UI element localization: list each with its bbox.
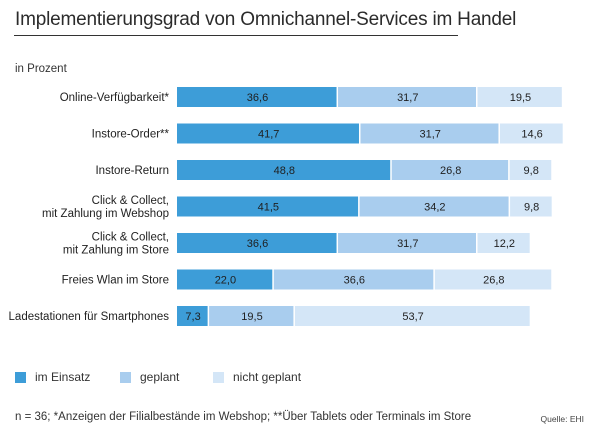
bar-segment xyxy=(177,306,208,326)
bar-segment xyxy=(177,87,337,107)
bar-segment xyxy=(177,196,359,217)
legend-swatch-nicht-geplant xyxy=(213,371,224,383)
data-label: 7,3 xyxy=(185,311,200,323)
title-underline xyxy=(14,35,458,36)
legend-label-im-einsatz: im Einsatz xyxy=(35,370,91,384)
bar-segment xyxy=(434,269,552,290)
data-label: 41,5 xyxy=(258,202,279,214)
bar-segment xyxy=(294,306,530,326)
data-label: 19,5 xyxy=(510,92,531,104)
data-label: 53,7 xyxy=(402,311,423,323)
unit-note: in Prozent xyxy=(15,63,67,75)
bar-segment xyxy=(177,123,359,144)
bar-segment xyxy=(391,160,509,180)
legend-label-geplant: geplant xyxy=(140,370,180,384)
data-label: 36,6 xyxy=(247,92,268,104)
bar-segment xyxy=(359,196,509,217)
data-label: 48,8 xyxy=(274,165,295,177)
data-label: 36,6 xyxy=(344,275,365,287)
bar-segment xyxy=(477,233,530,253)
source-note: Quelle: EHI xyxy=(540,414,584,424)
data-label: 41,7 xyxy=(258,129,279,141)
data-label: 22,0 xyxy=(215,275,236,287)
legend-item-nicht-geplant: nicht geplant xyxy=(213,370,301,384)
bar-segment xyxy=(477,87,562,107)
bar-segment xyxy=(177,160,391,180)
bar-segment xyxy=(338,233,477,253)
bar-segment xyxy=(177,269,273,290)
data-label: 31,7 xyxy=(420,129,441,141)
bar-segment xyxy=(209,306,294,326)
category-label: Freies Wlan im Store xyxy=(62,275,169,287)
data-label: 14,6 xyxy=(521,129,542,141)
legend-item-geplant: geplant xyxy=(120,370,179,384)
category-label: Online-Verfügbarkeit* xyxy=(60,92,170,104)
data-label: 26,8 xyxy=(440,165,461,177)
bar-segment xyxy=(509,160,552,180)
legend-label-nicht-geplant: nicht geplant xyxy=(233,370,302,384)
data-label: 19,5 xyxy=(241,311,262,323)
bar-segment xyxy=(177,233,337,253)
data-label: 31,7 xyxy=(397,92,418,104)
category-label: Ladestationen für Smartphones xyxy=(9,311,170,323)
data-label: 12,2 xyxy=(494,238,515,250)
category-label: Click & Collect, mit Zahlung im Store xyxy=(63,232,169,257)
footnote: n = 36; *Anzeigen der Filialbestände im … xyxy=(15,411,472,423)
legend-item-im-einsatz: im Einsatz xyxy=(15,370,90,384)
bar-segment xyxy=(510,196,552,217)
legend-swatch-geplant xyxy=(120,371,131,383)
data-label: 9,8 xyxy=(524,165,539,177)
category-label: Instore-Return xyxy=(95,165,169,177)
category-label: Click & Collect, mit Zahlung im Webshop xyxy=(42,195,169,220)
data-label: 34,2 xyxy=(424,202,445,214)
data-label: 36,6 xyxy=(247,238,268,250)
category-label: Instore-Order** xyxy=(92,129,170,141)
data-label: 26,8 xyxy=(483,275,504,287)
bar-segment xyxy=(338,87,477,107)
bar-segment xyxy=(499,123,563,144)
data-label: 9,8 xyxy=(524,202,539,214)
stacked-bar-chart: Online-Verfügbarkeit* 36,6 31,7 19,5 Instore… xyxy=(9,87,563,326)
bar-segment xyxy=(273,269,434,290)
legend-swatch-im-einsatz xyxy=(15,371,26,383)
data-label: 31,7 xyxy=(397,238,418,250)
bar-segment xyxy=(360,123,499,144)
chart-title: Implementierungsgrad von Omnichannel-Ser… xyxy=(15,9,517,30)
